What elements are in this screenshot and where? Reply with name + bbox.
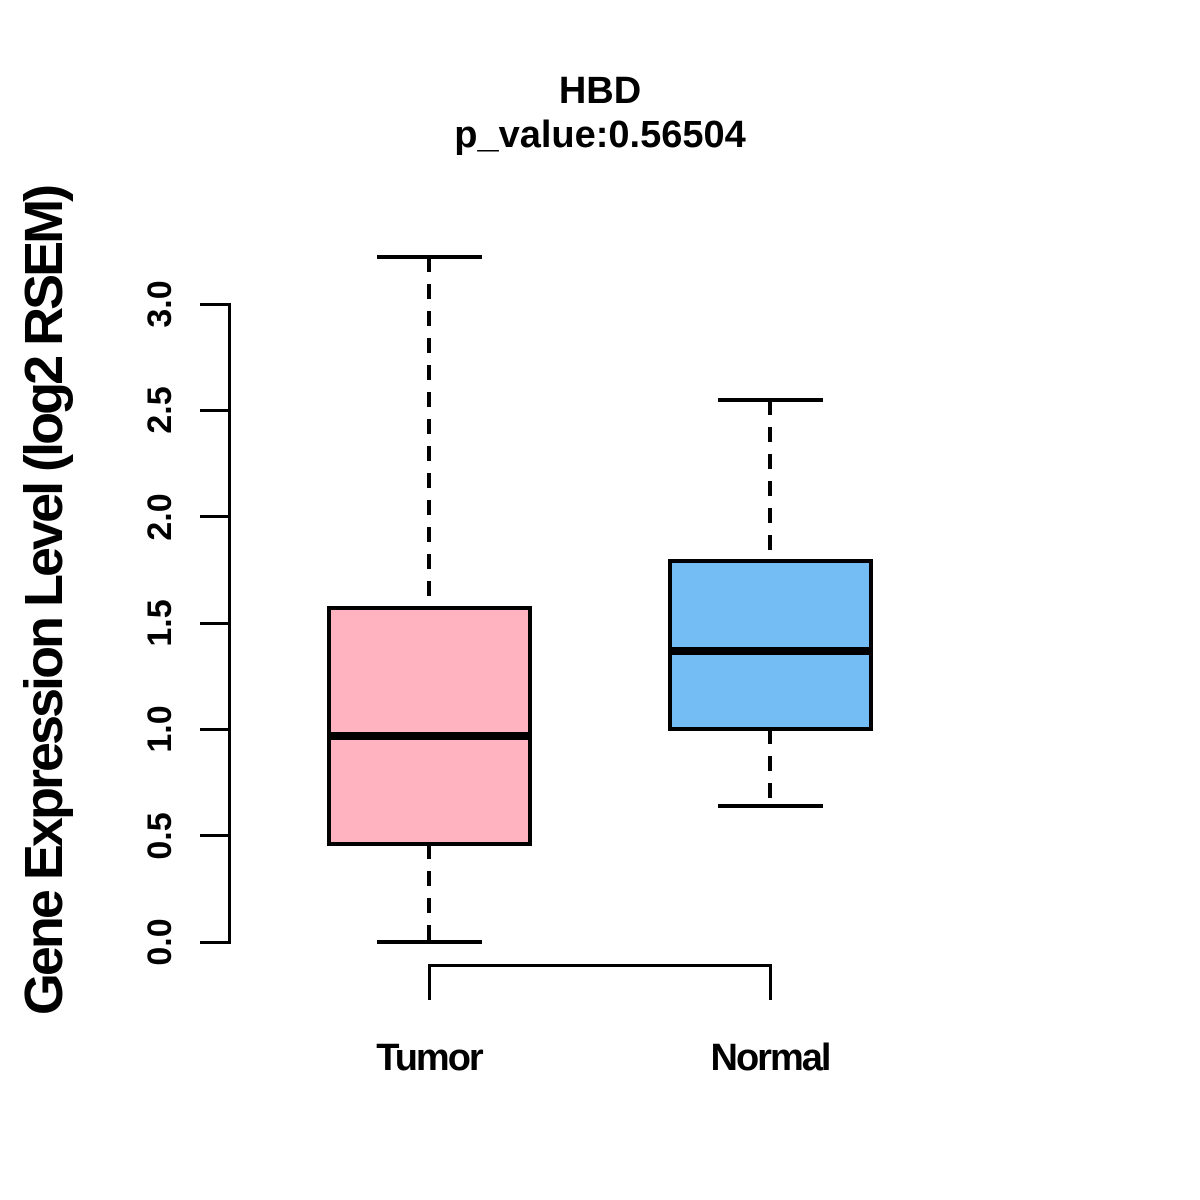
comparison-bracket-left-stub: [428, 964, 431, 1000]
box-normal: [668, 559, 873, 731]
y-tick-3.0: [200, 303, 230, 306]
comparison-bracket-horizontal: [428, 964, 772, 967]
comparison-bracket-right-stub: [769, 964, 772, 1000]
y-tick-1.0: [200, 728, 230, 731]
y-tick-1.5: [200, 622, 230, 625]
box-tumor: [327, 606, 532, 846]
y-tick-label-3.0: 3.0: [141, 280, 179, 328]
whisker-upper-tumor: [427, 257, 431, 608]
y-tick-2.0: [200, 515, 230, 518]
whisker-cap-lower-tumor: [377, 940, 482, 944]
y-tick-label-0.0: 0.0: [141, 918, 179, 966]
chart-subtitle-pvalue: p_value:0.56504: [454, 114, 746, 156]
y-tick-0.5: [200, 834, 230, 837]
whisker-cap-upper-normal: [718, 398, 823, 402]
y-tick-label-1.5: 1.5: [141, 599, 179, 647]
y-tick-label-0.5: 0.5: [141, 812, 179, 860]
y-tick-0.0: [200, 941, 230, 944]
whisker-lower-normal: [768, 729, 772, 806]
x-label-tumor: Tumor: [376, 1037, 483, 1079]
x-label-normal: Normal: [710, 1037, 832, 1079]
whisker-cap-lower-normal: [718, 804, 823, 808]
y-tick-label-2.5: 2.5: [141, 386, 179, 434]
whisker-cap-upper-tumor: [377, 255, 482, 259]
y-tick-label-1.0: 1.0: [141, 705, 179, 753]
y-tick-2.5: [200, 409, 230, 412]
y-tick-label-2.0: 2.0: [141, 493, 179, 541]
chart-title: HBD: [558, 70, 642, 112]
median-line-normal: [668, 647, 873, 655]
whisker-upper-normal: [768, 400, 772, 562]
whisker-lower-tumor: [427, 844, 431, 942]
median-line-tumor: [327, 732, 532, 740]
